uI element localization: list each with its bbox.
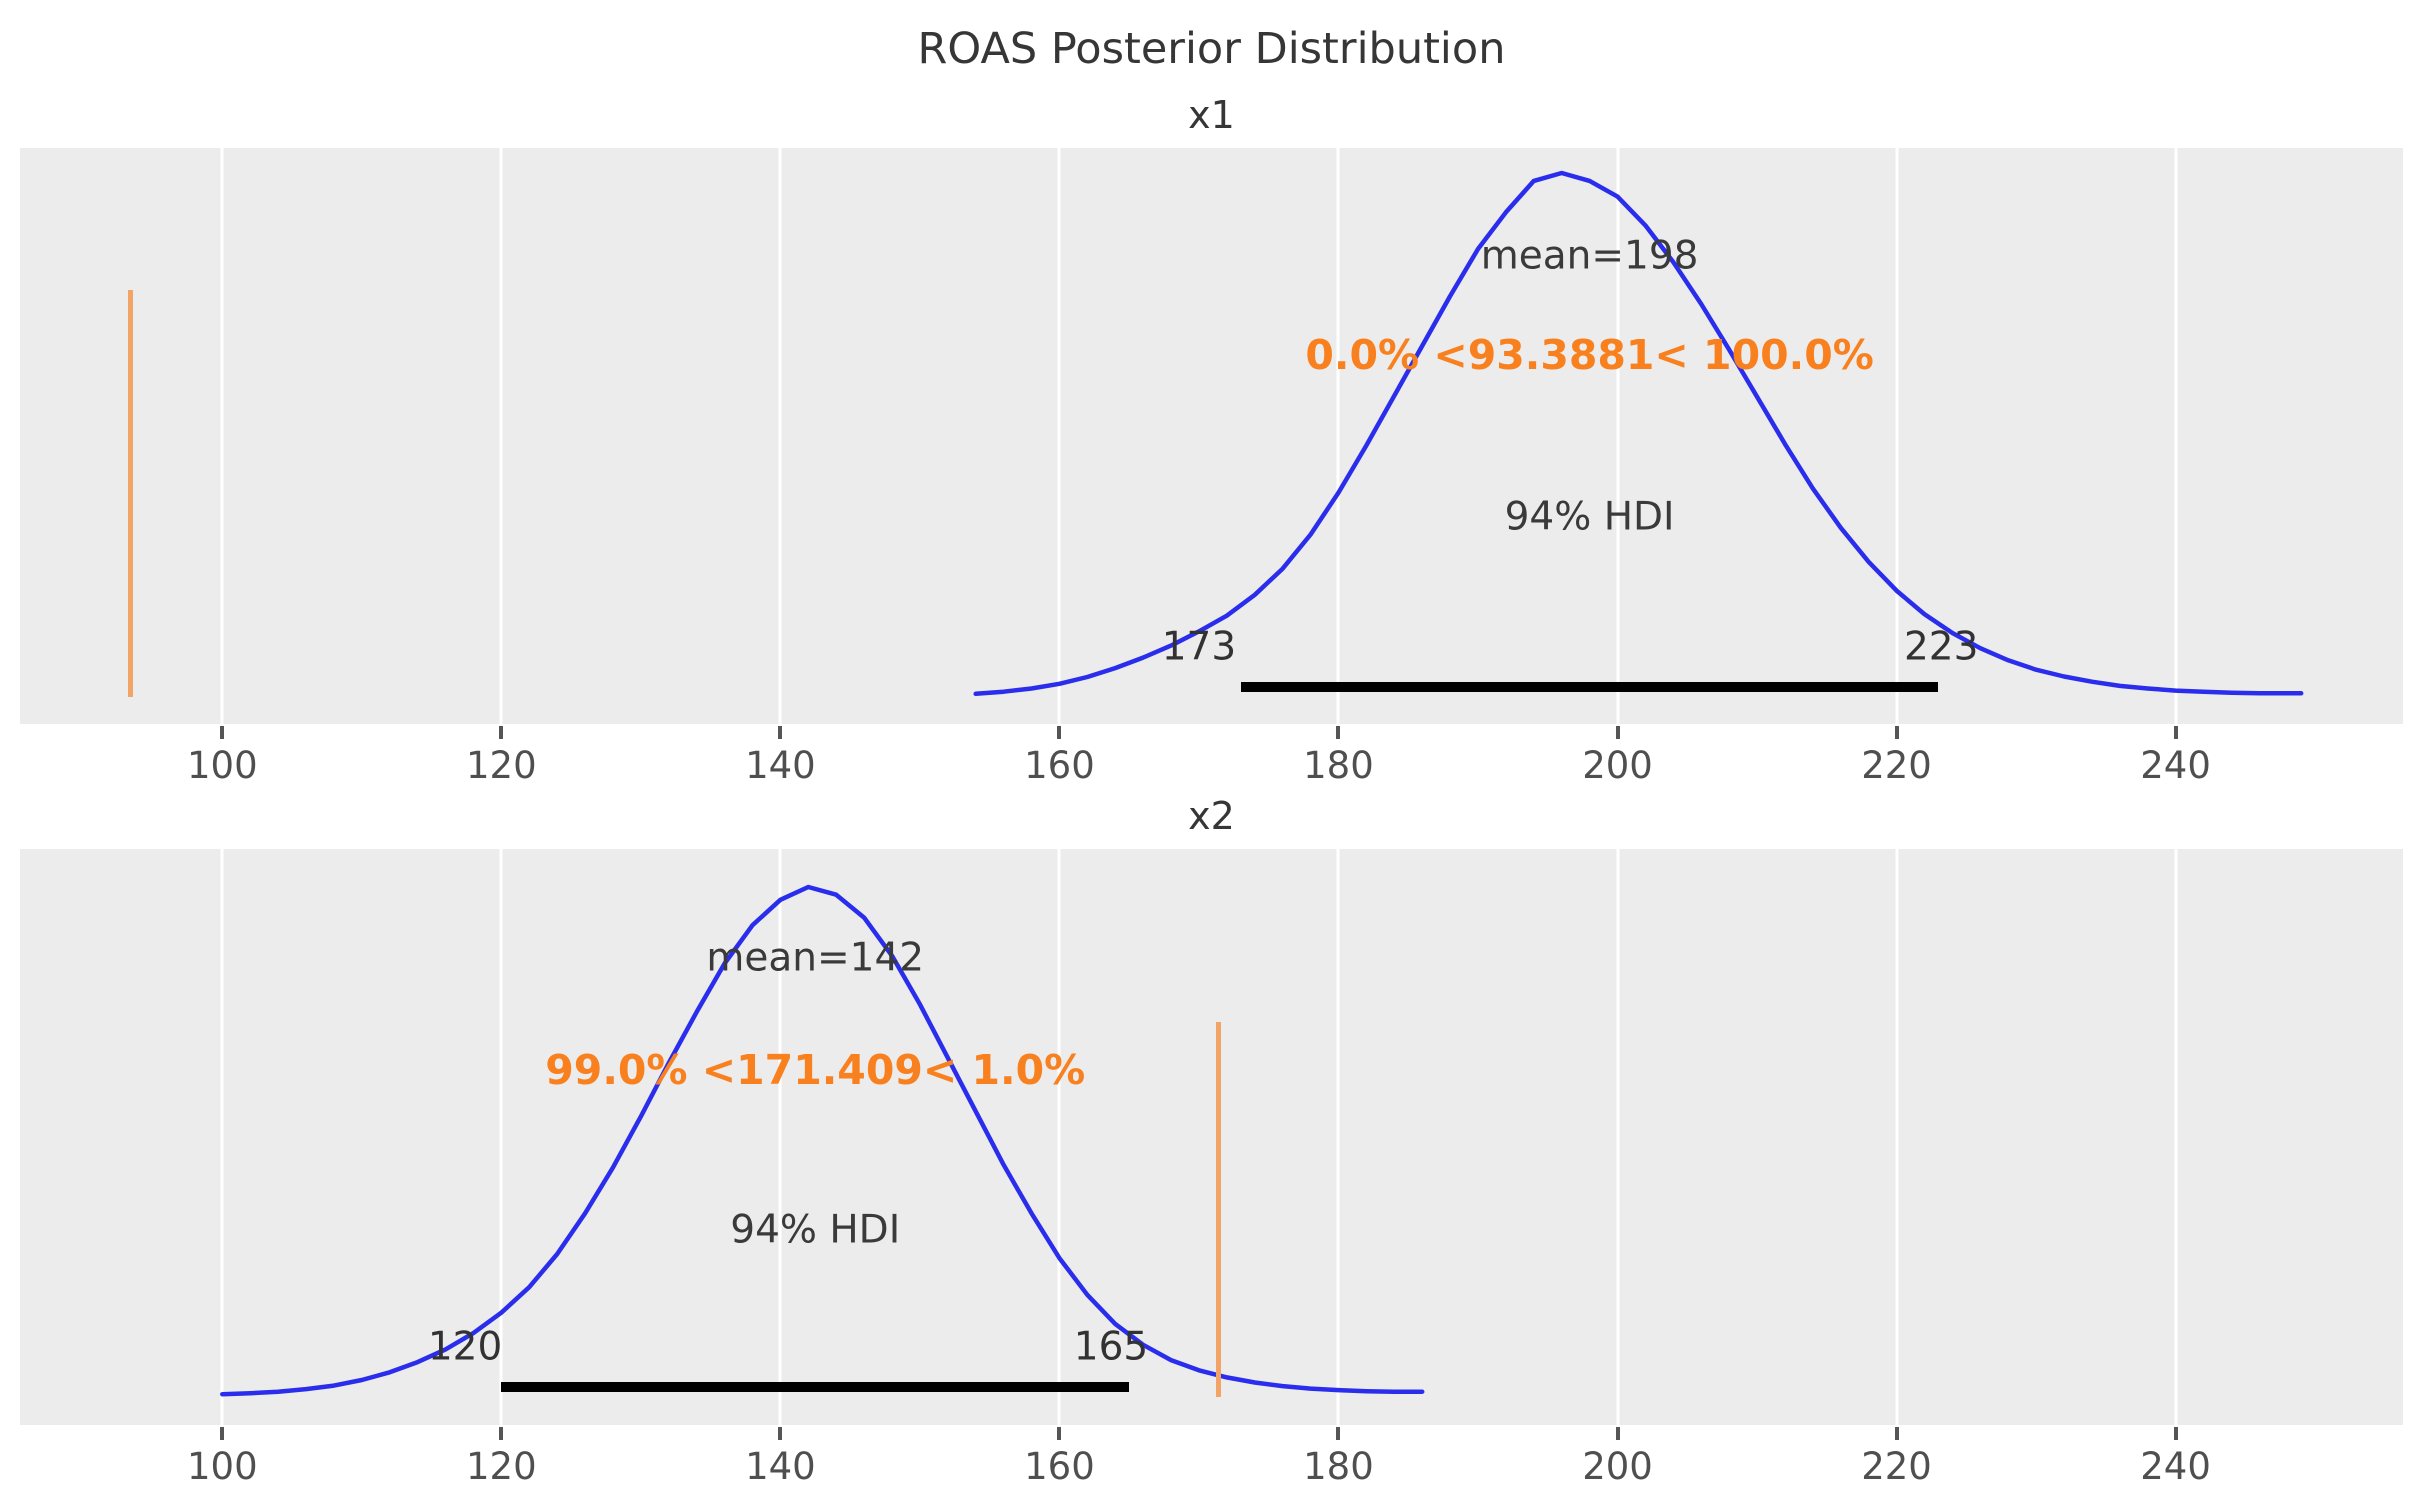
x1-x-axis: 100 120 140 160 180 200 220 240 [20,724,2403,796]
gridline [778,148,782,724]
gridline [1336,849,1340,1425]
x1-gridlines [20,148,2403,724]
gridline [499,849,503,1425]
x1-plot-panel: mean=198 0.0% <93.3881< 100.0% 94% HDI 1… [20,148,2403,724]
subplot-x1-title: x1 [1188,93,1235,137]
x1-hdi-upper-label: 223 [1903,624,1979,670]
x2-x-axis: 100 120 140 160 180 200 220 240 [20,1425,2403,1497]
gridline [1895,148,1899,724]
tick-mark [2173,726,2178,739]
tick-label: 100 [186,1445,258,1488]
tick-label: 180 [1303,744,1374,787]
tick-label: 120 [466,1445,537,1488]
tick-label: 100 [186,744,258,787]
x1-ref-value-line [127,290,133,697]
tick-mark [499,726,504,739]
x1-ref-value-label: 0.0% <93.3881< 100.0% [1305,330,1874,379]
gridline [1616,849,1619,1425]
tick-mark [1336,726,1341,739]
x1-hdi-label: 94% HDI [1504,494,1675,540]
tick-label: 240 [2140,1445,2211,1488]
tick-label: 120 [466,744,537,787]
tick-mark [1057,726,1062,739]
subplot-x2-title: x2 [1188,794,1235,838]
gridline [1057,849,1061,1425]
tick-mark [778,1427,783,1440]
gridline [2174,148,2178,724]
x1-hdi-bar [1240,681,1939,692]
gridline [220,849,224,1425]
x2-kde-curve [220,884,1425,1397]
tick-label: 140 [745,1445,816,1488]
tick-label: 180 [1303,1445,1374,1488]
gridline [2174,849,2178,1425]
x2-hdi-lower-label: 120 [427,1324,503,1370]
gridline [1616,148,1619,724]
gridline [778,849,782,1425]
gridline [1336,148,1340,724]
tick-mark [220,726,225,739]
tick-label: 220 [1861,744,1932,787]
tick-mark [499,1427,504,1440]
tick-label: 200 [1582,1445,1653,1488]
x2-mean-label: mean=142 [706,935,925,981]
tick-mark [1057,1427,1062,1440]
tick-label: 160 [1024,744,1095,787]
tick-label: 220 [1861,1445,1932,1488]
tick-label: 240 [2140,744,2211,787]
tick-label: 200 [1582,744,1653,787]
tick-mark [2173,1427,2178,1440]
x1-hdi-lower-label: 173 [1161,624,1237,670]
tick-label: 140 [745,744,816,787]
x2-plot-panel: mean=142 99.0% <171.409< 1.0% 94% HDI 12… [20,849,2403,1425]
gridline [220,148,224,724]
x2-hdi-bar [501,1381,1130,1392]
figure-title: ROAS Posterior Distribution [917,24,1506,74]
gridline [499,148,503,724]
tick-mark [778,726,783,739]
tick-mark [220,1427,225,1440]
gridline [1057,148,1061,724]
tick-mark [1894,726,1899,739]
x2-ref-value-line [1216,1021,1222,1397]
x2-hdi-label: 94% HDI [730,1207,901,1253]
tick-mark [1615,726,1620,739]
x2-hdi-upper-label: 165 [1073,1324,1149,1370]
x2-gridlines [20,849,2403,1425]
tick-mark [1336,1427,1341,1440]
x1-kde-curve [973,170,2304,697]
x1-mean-label: mean=198 [1480,233,1699,279]
x2-ref-value-label: 99.0% <171.409< 1.0% [545,1046,1086,1095]
tick-mark [1894,1427,1899,1440]
tick-mark [1615,1427,1620,1440]
tick-label: 160 [1024,1445,1095,1488]
gridline [1895,849,1899,1425]
